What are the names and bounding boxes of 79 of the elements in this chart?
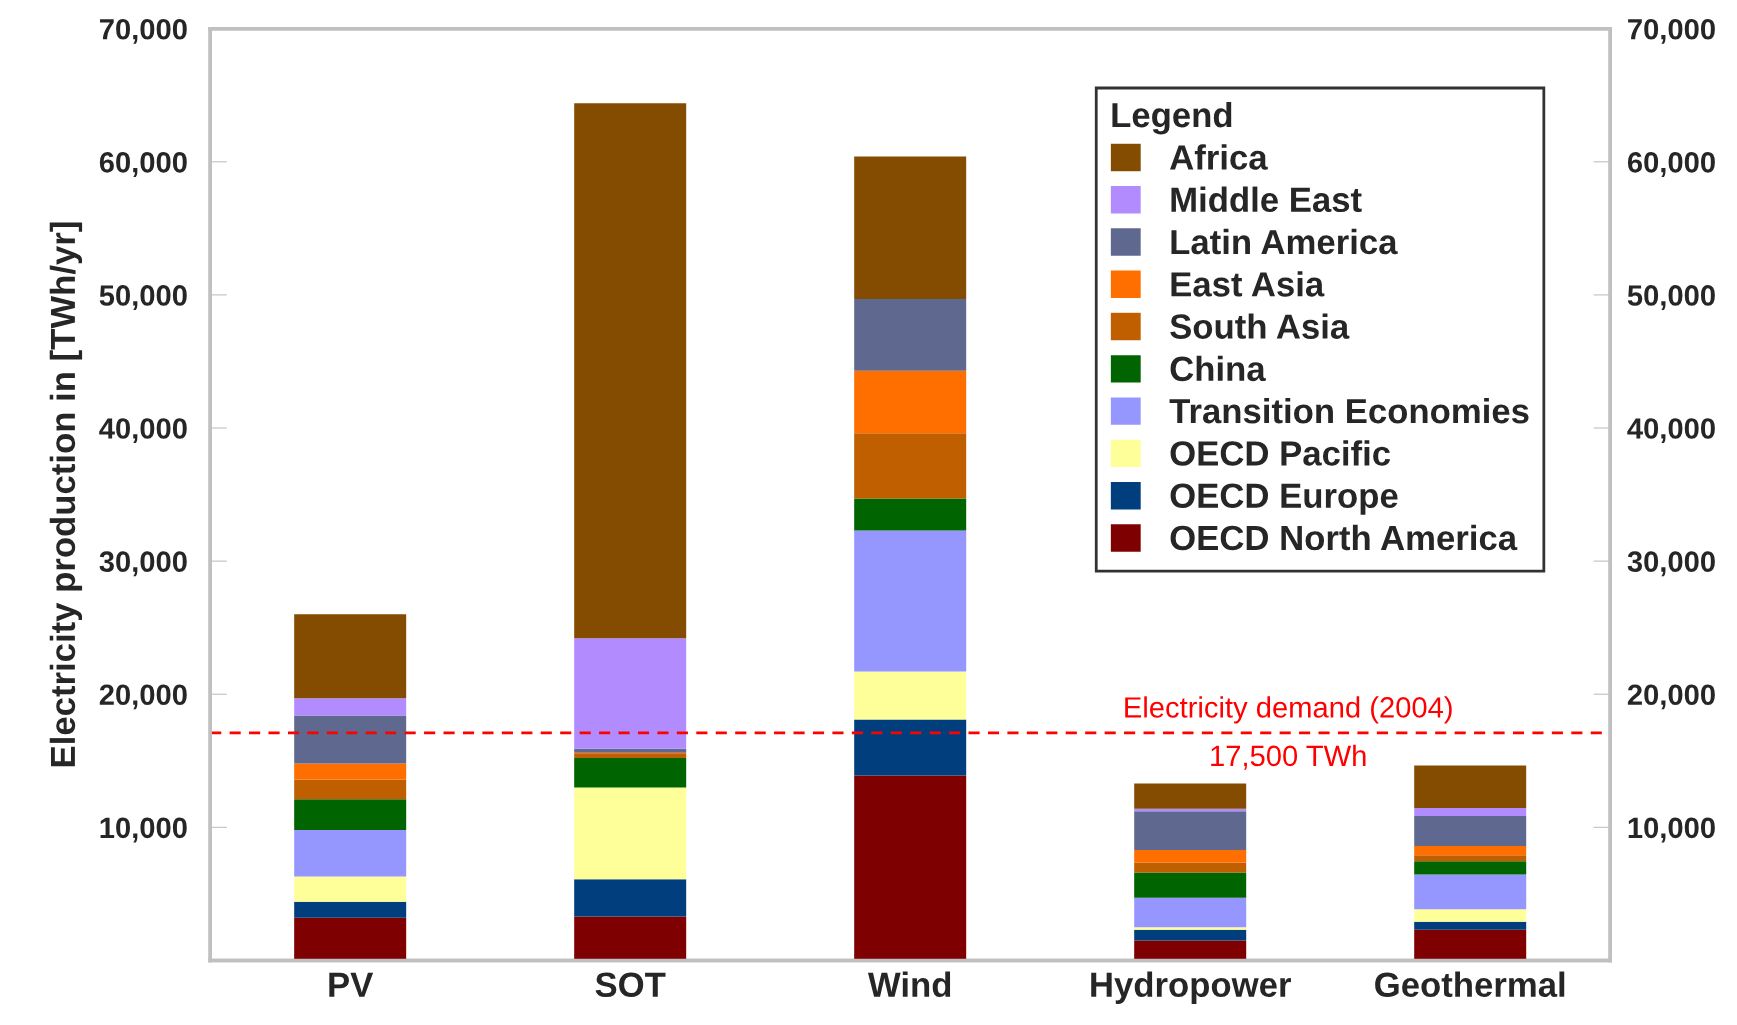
bar: [294, 829, 407, 877]
bar: [1414, 909, 1527, 922]
legend-label: South Asia: [1170, 313, 1350, 339]
bar: [1134, 783, 1247, 809]
x-tick-label: Geothermal: [1375, 971, 1565, 998]
bar: [574, 754, 687, 759]
y-tick-label: 40,000: [99, 418, 187, 444]
bar: [1134, 927, 1247, 930]
legend-label: Africa: [1170, 144, 1268, 170]
bar: [294, 698, 407, 716]
bar: [854, 719, 967, 776]
bar: [1134, 897, 1247, 928]
bar: [294, 876, 407, 902]
y-axis-title: Electricity production in [TWh/yr]: [49, 222, 83, 767]
bar: [1134, 849, 1247, 863]
bar: [1134, 940, 1247, 961]
bar: [1414, 816, 1527, 846]
bar: [574, 879, 687, 917]
bar: [854, 433, 967, 499]
bar: [854, 370, 967, 434]
bar: [1414, 874, 1527, 910]
y-tick-label: 50,000: [99, 285, 187, 310]
bar: [1414, 929, 1527, 961]
bar: [854, 671, 967, 720]
bar: [294, 715, 407, 764]
y-tick-label: 30,000: [99, 551, 187, 577]
y2-tick-label: 30,000: [1627, 551, 1715, 577]
bar: [1134, 811, 1247, 850]
bar: [574, 103, 687, 639]
ref-line-label: Electricity demand (2004): [1125, 696, 1452, 724]
legend-title: Legend: [1112, 101, 1232, 135]
bar: [1134, 862, 1247, 873]
y2-tick-label: 10,000: [1628, 817, 1715, 843]
annotation: 17,500 TWh: [1211, 744, 1366, 770]
legend-label: OECD Europe: [1170, 483, 1398, 515]
legend-label: East Asia: [1171, 271, 1325, 297]
bar: [574, 638, 687, 749]
bar: [854, 156, 967, 299]
bar: [854, 298, 967, 371]
bar: [1134, 872, 1247, 898]
bar: [294, 901, 407, 918]
y-tick-label: 70,000: [100, 18, 187, 44]
bar: [1414, 921, 1527, 930]
y2-tick-label: 70,000: [1628, 18, 1715, 44]
x-tick-label: SOT: [595, 972, 666, 998]
bar: [1414, 845, 1527, 856]
bar: [854, 530, 967, 672]
bar: [294, 763, 407, 780]
bar: [1414, 861, 1527, 875]
y-tick-label: 10,000: [100, 817, 187, 843]
x-tick-label: Wind: [867, 971, 951, 998]
y2-tick-label: 40,000: [1627, 418, 1715, 444]
bar: [1414, 808, 1527, 817]
legend-label: Latin America: [1171, 228, 1398, 255]
bar: [574, 758, 687, 788]
y2-tick-label: 50,000: [1627, 285, 1715, 310]
legend-label: Middle East: [1171, 186, 1362, 213]
y2-tick-label: 20,000: [1627, 684, 1715, 710]
bar: [574, 748, 687, 753]
x-tick-label: Hydropower: [1091, 971, 1291, 1004]
bar: [574, 787, 687, 880]
legend-label: OECD North America: [1170, 524, 1518, 551]
x-tick-label: PV: [329, 972, 374, 997]
legend-label: OECD Pacific: [1170, 440, 1391, 466]
legend-label: Transition Economies: [1169, 397, 1529, 424]
bar: [294, 917, 407, 961]
y-tick-label: 20,000: [99, 684, 187, 710]
bar: [854, 498, 967, 531]
bar: [854, 775, 967, 961]
bar: [294, 799, 407, 830]
bar: [1414, 765, 1527, 809]
bar: [294, 779, 407, 800]
bar: [1414, 855, 1527, 862]
y-tick-label: 60,000: [99, 152, 187, 177]
y2-tick-label: 60,000: [1627, 152, 1715, 177]
bar: [294, 614, 407, 699]
bar: [574, 916, 687, 961]
bar: [1134, 929, 1247, 941]
legend-label: China: [1170, 355, 1266, 382]
